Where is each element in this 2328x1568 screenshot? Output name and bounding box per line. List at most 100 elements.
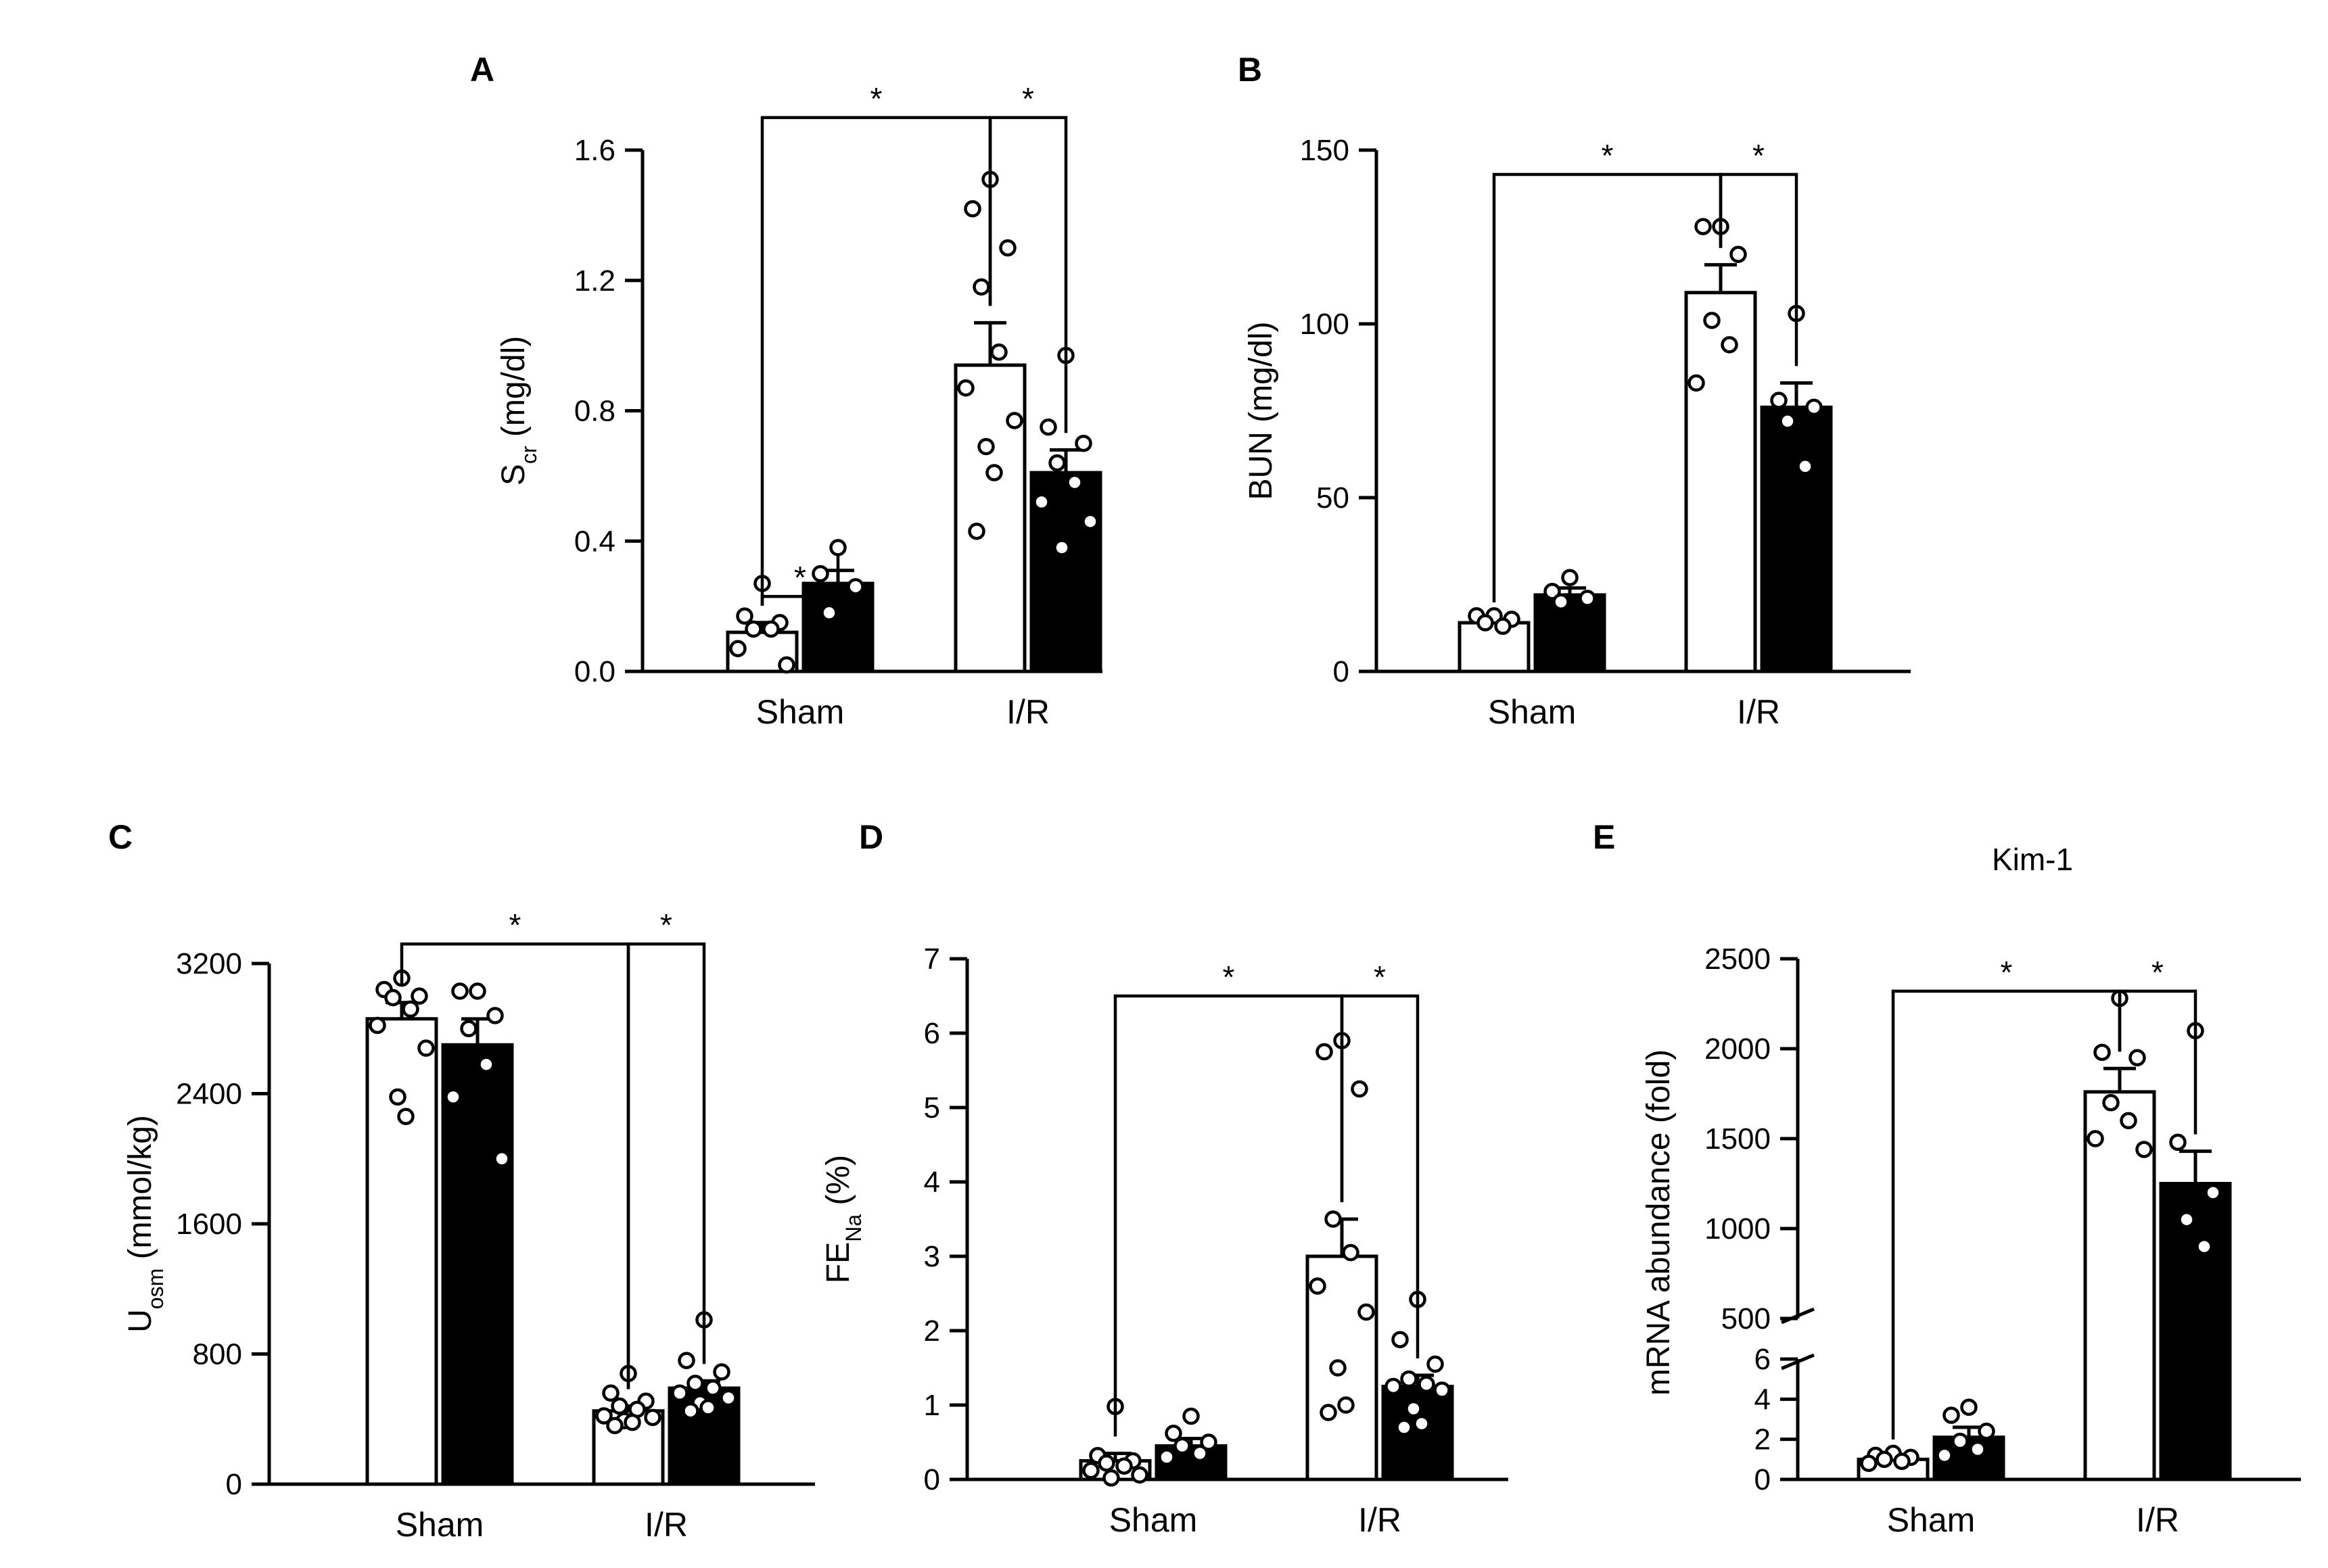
data-point xyxy=(729,640,747,658)
panel-label: A xyxy=(470,51,494,89)
data-point xyxy=(1552,593,1570,611)
significance-star: * xyxy=(1374,959,1386,995)
y-axis-label: Uosm (mmol/kg) xyxy=(122,1115,168,1333)
significance-bracket xyxy=(1340,994,1420,1358)
data-point xyxy=(1173,1437,1191,1455)
significance-star: * xyxy=(509,907,521,943)
y-axis-label: Scr (mg/dl) xyxy=(496,336,541,485)
y-tick-label: 3200 xyxy=(176,947,242,980)
chart-panel-d: D 0 1 2 3 4 5 6 7 FENa (%) Sham I/R * * xyxy=(820,818,1508,1539)
data-point xyxy=(1391,1331,1409,1348)
data-point xyxy=(977,437,995,456)
data-point xyxy=(1102,1469,1120,1487)
y-tick-label: 100 xyxy=(1300,308,1349,341)
data-point xyxy=(686,1375,704,1392)
data-point xyxy=(1893,1452,1911,1471)
data-point xyxy=(1543,583,1561,600)
y-tick-label: 0 xyxy=(1754,1463,1771,1496)
data-point xyxy=(1494,617,1512,635)
data-point xyxy=(2120,1112,2137,1130)
data-point xyxy=(2087,1130,2104,1147)
significance-bracket xyxy=(626,942,706,1389)
data-point xyxy=(1165,1425,1182,1442)
y-tick-label: 1000 xyxy=(1704,1212,1771,1245)
significance-star: * xyxy=(1602,138,1614,173)
data-point xyxy=(2195,1237,2213,1256)
y-tick-label: 0 xyxy=(226,1468,242,1501)
y-tick-label: 500 xyxy=(1721,1302,1771,1335)
data-point xyxy=(671,1384,689,1402)
data-point xyxy=(1033,493,1050,511)
chart-title: Kim-1 xyxy=(1992,842,2073,877)
significance-star: * xyxy=(794,560,806,595)
significance-star: * xyxy=(1223,959,1235,995)
data-point xyxy=(713,1363,730,1381)
data-point xyxy=(778,656,795,674)
data-point xyxy=(486,1007,504,1024)
data-point xyxy=(1053,539,1071,556)
y-tick-label: 1.2 xyxy=(574,264,615,298)
data-point xyxy=(2093,1043,2111,1062)
bar-control xyxy=(954,363,1027,673)
data-point xyxy=(1131,1466,1148,1484)
bar-control xyxy=(1684,291,1757,673)
y-tick-label: 2000 xyxy=(1704,1032,1771,1066)
data-point xyxy=(1191,1444,1209,1463)
data-point xyxy=(1721,336,1738,354)
data-point xyxy=(469,982,486,1000)
data-point xyxy=(644,1408,661,1427)
x-category-label: I/R xyxy=(1737,693,1780,731)
x-category-label: Sham xyxy=(1887,1501,1976,1539)
significance-star: * xyxy=(870,81,883,116)
data-point xyxy=(1320,1404,1337,1421)
y-tick-label: 4 xyxy=(1754,1383,1771,1416)
data-point xyxy=(1342,1243,1359,1262)
data-point xyxy=(1796,457,1814,475)
panel-label: D xyxy=(859,818,883,856)
data-point xyxy=(1075,434,1092,452)
data-point xyxy=(602,1384,620,1402)
y-tick-label: 0 xyxy=(1333,655,1349,688)
significance-star: * xyxy=(660,907,672,943)
data-point xyxy=(829,539,847,556)
data-point xyxy=(1433,1381,1451,1399)
data-point xyxy=(1418,1375,1435,1393)
x-category-label: I/R xyxy=(2136,1501,2179,1539)
y-tick-label: 2 xyxy=(924,1314,940,1348)
data-point xyxy=(460,1020,478,1037)
data-point xyxy=(384,989,402,1007)
bar-treated xyxy=(441,1043,514,1486)
data-point xyxy=(1400,1370,1418,1388)
data-point xyxy=(699,1399,717,1417)
data-point xyxy=(704,1379,722,1397)
data-point xyxy=(682,1402,699,1420)
data-point xyxy=(1081,513,1099,531)
significance-star: * xyxy=(1752,138,1765,173)
data-point xyxy=(1951,1432,1969,1450)
data-point xyxy=(1384,1377,1402,1396)
data-point xyxy=(478,1055,495,1073)
data-point xyxy=(1048,454,1066,472)
data-point xyxy=(411,987,428,1005)
data-point xyxy=(812,565,829,583)
y-tick-label: 7 xyxy=(924,943,940,976)
axis-break-mark xyxy=(1781,1307,1815,1325)
y-tick-label: 6 xyxy=(924,1017,940,1050)
y-tick-label: 1.6 xyxy=(574,134,615,167)
data-point xyxy=(1561,569,1579,586)
data-point xyxy=(1006,412,1023,429)
data-point xyxy=(1860,1454,1878,1473)
y-tick-label: 0.8 xyxy=(574,395,615,428)
data-point xyxy=(1476,614,1494,632)
bar-treated xyxy=(1760,405,1833,673)
y-tick-label: 4 xyxy=(924,1166,940,1199)
data-point xyxy=(2135,1141,2153,1158)
data-point xyxy=(1115,1457,1133,1475)
data-point xyxy=(1329,1359,1347,1377)
bar-treated xyxy=(1533,593,1606,673)
bar-control xyxy=(1458,621,1531,673)
data-point xyxy=(369,1016,386,1035)
panel-label: E xyxy=(1593,818,1615,856)
y-tick-label: 800 xyxy=(193,1338,242,1371)
data-point xyxy=(402,1000,419,1018)
